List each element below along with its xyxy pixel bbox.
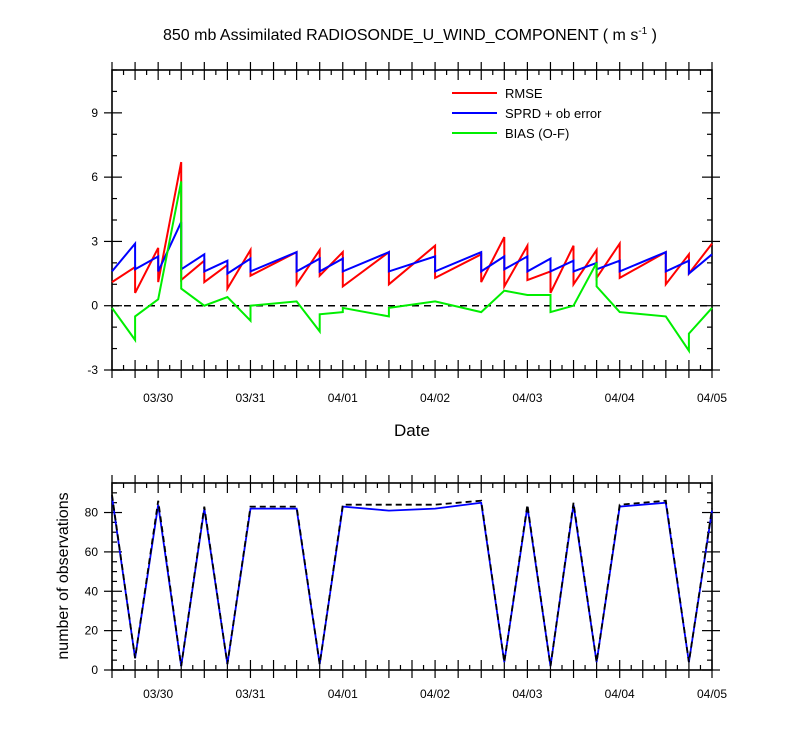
legend: RMSE SPRD + ob error BIAS (O-F) (452, 86, 602, 141)
x-tick-label: 04/04 (605, 391, 635, 405)
top-chart: 03/30 03/31 04/01 04/02 04/03 04/04 04/05 -3 0 3 6… (87, 62, 727, 440)
series-line-observations-assimilated (111, 496, 713, 667)
x-tick-label: 03/31 (235, 687, 265, 701)
x-tick-label: 03/30 (143, 687, 173, 701)
y-tick-label: 0 (91, 663, 98, 677)
x-tick-label: 03/31 (235, 391, 265, 405)
x-tick-label: 04/05 (697, 391, 727, 405)
x-tick-label: 04/01 (328, 391, 358, 405)
y-tick-label: 60 (85, 545, 99, 559)
series-line-sprd-ob-error (111, 221, 713, 276)
bottom-chart: 03/30 03/31 04/01 04/02 04/03 04/04 04/05 0 20 40… (55, 475, 727, 701)
y-tick-label: 80 (85, 506, 99, 520)
y-tick-label: 3 (91, 234, 98, 248)
series-line-bias-o-f (111, 181, 713, 354)
series-line-observations-total (111, 494, 713, 667)
series-line-rmse (111, 161, 713, 294)
x-axis-label: Date (394, 421, 430, 440)
x-tick-label: 04/02 (420, 391, 450, 405)
x-tick-label: 04/04 (605, 687, 635, 701)
y-axis-label: number of observations (55, 492, 72, 659)
y-tick-label: -3 (87, 363, 98, 377)
legend-label: RMSE (505, 86, 543, 101)
x-tick-label: 04/03 (512, 687, 542, 701)
x-tick-label: 04/03 (512, 391, 542, 405)
legend-label: BIAS (O-F) (505, 126, 569, 141)
top-plot-frame (111, 69, 713, 371)
y-tick-label: 20 (85, 624, 99, 638)
x-tick-label: 04/05 (697, 687, 727, 701)
chart-title: 850 mb Assimilated RADIOSONDE_U_WIND_COM… (163, 26, 657, 44)
x-tick-label: 03/30 (143, 391, 173, 405)
y-tick-label: 9 (91, 106, 98, 120)
legend-label: SPRD + ob error (505, 106, 602, 121)
y-tick-label: 0 (91, 299, 98, 313)
x-tick-label: 04/01 (328, 687, 358, 701)
y-tick-label: 40 (85, 584, 99, 598)
bottom-plot-frame (111, 482, 713, 671)
x-tick-label: 04/02 (420, 687, 450, 701)
y-tick-label: 6 (91, 170, 98, 184)
